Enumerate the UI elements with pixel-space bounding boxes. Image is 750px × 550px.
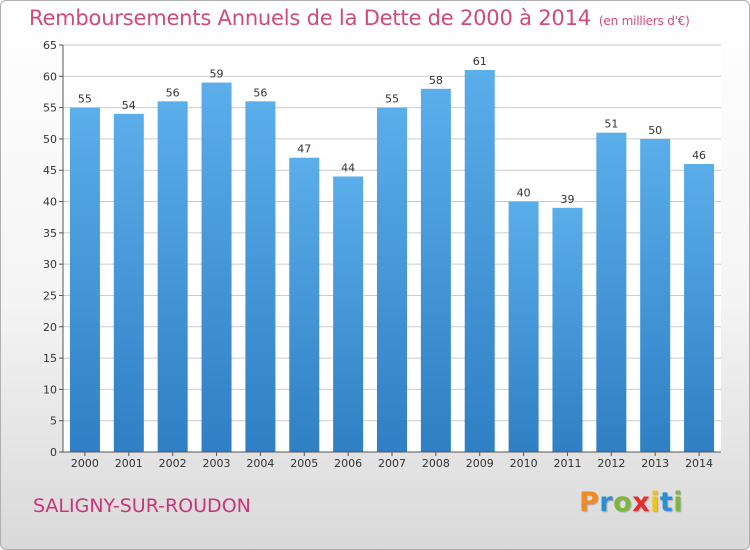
x-tick-label: 2003	[203, 457, 231, 470]
data-label: 56	[253, 86, 267, 99]
data-label: 44	[341, 161, 355, 174]
y-tick-label: 45	[43, 164, 57, 177]
y-tick-label: 65	[43, 39, 57, 52]
y-tick-label: 55	[43, 102, 57, 115]
logo-letter: i	[673, 487, 684, 518]
data-label: 50	[648, 124, 662, 137]
commune-name: SALIGNY-SUR-ROUDON	[33, 495, 251, 517]
x-tick-label: 2012	[597, 457, 625, 470]
logo-letter: r	[599, 487, 614, 518]
y-tick-label: 10	[43, 383, 57, 396]
bar[interactable]	[201, 82, 232, 453]
logo-letter: t	[659, 487, 674, 518]
data-label: 47	[297, 143, 311, 156]
y-tick-label: 30	[43, 258, 57, 271]
y-tick-label: 25	[43, 289, 57, 302]
x-tick-label: 2007	[378, 457, 406, 470]
x-tick-label: 2001	[115, 457, 143, 470]
logo-letter: x	[632, 487, 651, 518]
bar[interactable]	[245, 101, 276, 452]
bar[interactable]	[113, 113, 144, 452]
bar[interactable]	[157, 101, 188, 452]
data-label: 46	[692, 149, 706, 162]
x-tick-label: 2009	[466, 457, 494, 470]
x-tick-label: 2000	[71, 457, 99, 470]
y-tick-label: 5	[50, 415, 57, 428]
bar[interactable]	[464, 70, 495, 453]
y-tick-label: 40	[43, 196, 57, 209]
y-tick-label: 20	[43, 321, 57, 334]
data-label: 61	[473, 55, 487, 68]
logo-letter: o	[613, 487, 633, 518]
logo-letter: P	[579, 487, 600, 518]
data-label: 58	[429, 74, 443, 87]
chart-title-text: Remboursements Annuels de la Dette de 20…	[29, 6, 591, 30]
y-tick-label: 35	[43, 227, 57, 240]
chart-unit: (en milliers d'€)	[598, 14, 690, 28]
data-label: 39	[560, 193, 574, 206]
bar[interactable]	[508, 201, 539, 452]
x-tick-label: 2013	[641, 457, 669, 470]
data-label: 56	[166, 86, 180, 99]
x-tick-label: 2005	[290, 457, 318, 470]
y-tick-label: 50	[43, 133, 57, 146]
bar[interactable]	[640, 138, 671, 452]
bar[interactable]	[289, 157, 320, 452]
data-label: 54	[122, 99, 136, 112]
x-tick-label: 2008	[422, 457, 450, 470]
y-tick-label: 15	[43, 352, 57, 365]
data-label: 59	[210, 68, 224, 81]
chart-title: Remboursements Annuels de la Dette de 20…	[29, 6, 690, 30]
bar[interactable]	[333, 176, 364, 452]
y-tick-label: 0	[50, 446, 57, 459]
x-tick-label: 2006	[334, 457, 362, 470]
data-label: 40	[517, 187, 531, 200]
bar[interactable]	[596, 132, 627, 452]
x-tick-label: 2014	[685, 457, 713, 470]
data-label: 51	[604, 118, 618, 131]
x-tick-label: 2002	[159, 457, 187, 470]
bar[interactable]	[69, 107, 100, 452]
x-tick-label: 2010	[510, 457, 538, 470]
bar[interactable]	[420, 88, 451, 452]
proxiti-logo[interactable]: Proxiti	[579, 487, 683, 518]
bar[interactable]	[377, 107, 407, 452]
data-label: 55	[78, 93, 92, 106]
logo-letter: i	[650, 487, 660, 518]
x-tick-label: 2011	[553, 457, 581, 470]
data-label: 55	[385, 93, 399, 106]
y-tick-label: 60	[43, 70, 57, 83]
x-tick-label: 2004	[246, 457, 274, 470]
bar[interactable]	[684, 163, 715, 452]
bar[interactable]	[552, 207, 583, 452]
